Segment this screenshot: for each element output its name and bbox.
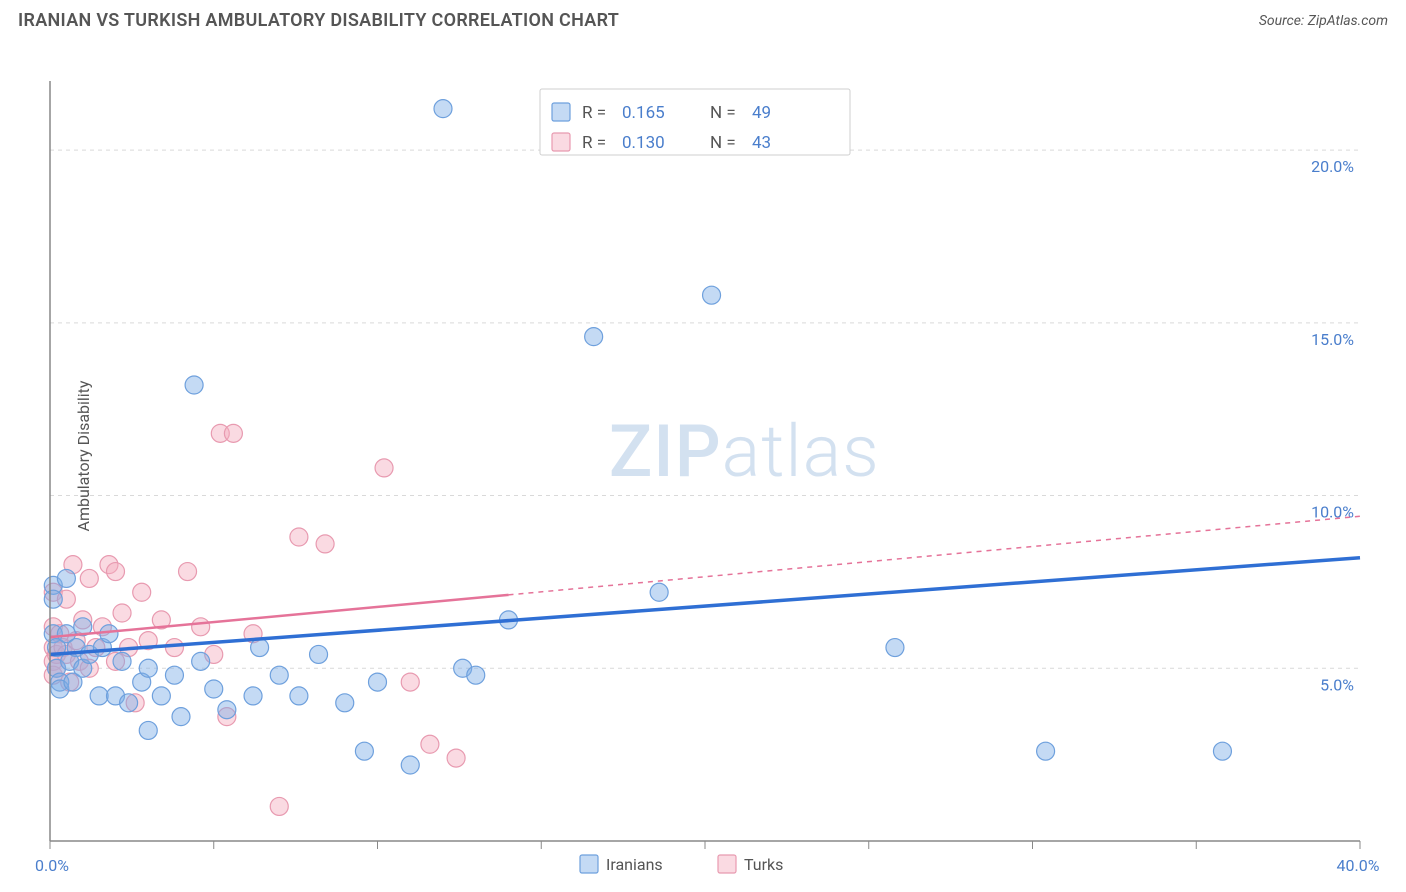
data-point: [467, 666, 485, 684]
bottom-legend-label: Iranians: [606, 855, 663, 874]
legend-r-value: 0.130: [622, 133, 665, 153]
y-tick-label: 5.0%: [1320, 675, 1354, 694]
source-name: ZipAtlas.com: [1308, 13, 1388, 29]
data-point: [421, 735, 439, 753]
data-point: [336, 694, 354, 712]
data-point: [172, 708, 190, 726]
legend-n-label: N =: [710, 103, 736, 123]
y-tick-label: 15.0%: [1311, 330, 1354, 349]
data-point: [139, 721, 157, 739]
data-point: [185, 376, 203, 394]
data-point: [44, 590, 62, 608]
data-point: [80, 569, 98, 587]
data-point: [113, 652, 131, 670]
data-point: [133, 583, 151, 601]
data-point: [650, 583, 668, 601]
data-point: [270, 666, 288, 684]
data-point: [1213, 742, 1231, 760]
source-prefix: Source:: [1259, 13, 1308, 29]
data-point: [703, 286, 721, 304]
data-point: [120, 694, 138, 712]
data-point: [251, 639, 269, 657]
legend-n-value: 43: [752, 133, 771, 153]
data-point: [57, 569, 75, 587]
data-point: [401, 673, 419, 691]
data-point: [244, 687, 262, 705]
legend-r-label: R =: [582, 103, 606, 123]
y-axis-label: Ambulatory Disability: [74, 381, 93, 532]
bottom-legend-swatch: [580, 855, 598, 873]
trend-line-iranians: [50, 558, 1360, 655]
source-attribution: Source: ZipAtlas.com: [1259, 13, 1388, 29]
bottom-legend-label: Turks: [744, 855, 783, 874]
legend-r-label: R =: [582, 133, 606, 153]
data-point: [1037, 742, 1055, 760]
bottom-legend-swatch: [718, 855, 736, 873]
data-point: [434, 100, 452, 118]
data-point: [205, 680, 223, 698]
legend-r-value: 0.165: [622, 103, 665, 123]
data-point: [165, 639, 183, 657]
data-point: [369, 673, 387, 691]
data-point: [107, 563, 125, 581]
legend-n-label: N =: [710, 133, 736, 153]
data-point: [401, 756, 419, 774]
chart-container: Ambulatory Disability 5.0% 10.0% 15.0% 20.0…: [0, 31, 1406, 881]
data-point: [224, 424, 242, 442]
data-point: [355, 742, 373, 760]
data-point: [316, 535, 334, 553]
data-point: [90, 687, 108, 705]
legend-swatch: [552, 133, 570, 151]
x-tick-label: 0.0%: [35, 856, 69, 875]
data-point: [179, 563, 197, 581]
y-tick-label: 10.0%: [1311, 503, 1354, 522]
data-point: [310, 645, 328, 663]
data-point: [290, 528, 308, 546]
scatter-chart: 5.0% 10.0% 15.0% 20.0% ZIPatlas 0.0% 40.0% R = 0…: [0, 31, 1406, 881]
trend-line-turks-dash: [509, 516, 1361, 595]
legend-swatch: [552, 103, 570, 121]
x-tick-label: 40.0%: [1337, 856, 1380, 875]
data-point: [100, 625, 118, 643]
data-point: [447, 749, 465, 767]
chart-title: IRANIAN VS TURKISH AMBULATORY DISABILITY…: [18, 10, 619, 31]
data-point: [585, 328, 603, 346]
data-point: [375, 459, 393, 477]
data-point: [218, 701, 236, 719]
data-point: [192, 618, 210, 636]
data-point: [290, 687, 308, 705]
data-point: [192, 652, 210, 670]
chart-header: IRANIAN VS TURKISH AMBULATORY DISABILITY…: [0, 0, 1406, 31]
y-tick-label: 20.0%: [1311, 157, 1354, 176]
data-point: [270, 797, 288, 815]
data-point: [886, 639, 904, 657]
data-point: [113, 604, 131, 622]
watermark: ZIPatlas: [609, 409, 880, 494]
data-point: [152, 687, 170, 705]
data-point: [165, 666, 183, 684]
data-point: [139, 659, 157, 677]
legend-n-value: 49: [752, 103, 771, 123]
